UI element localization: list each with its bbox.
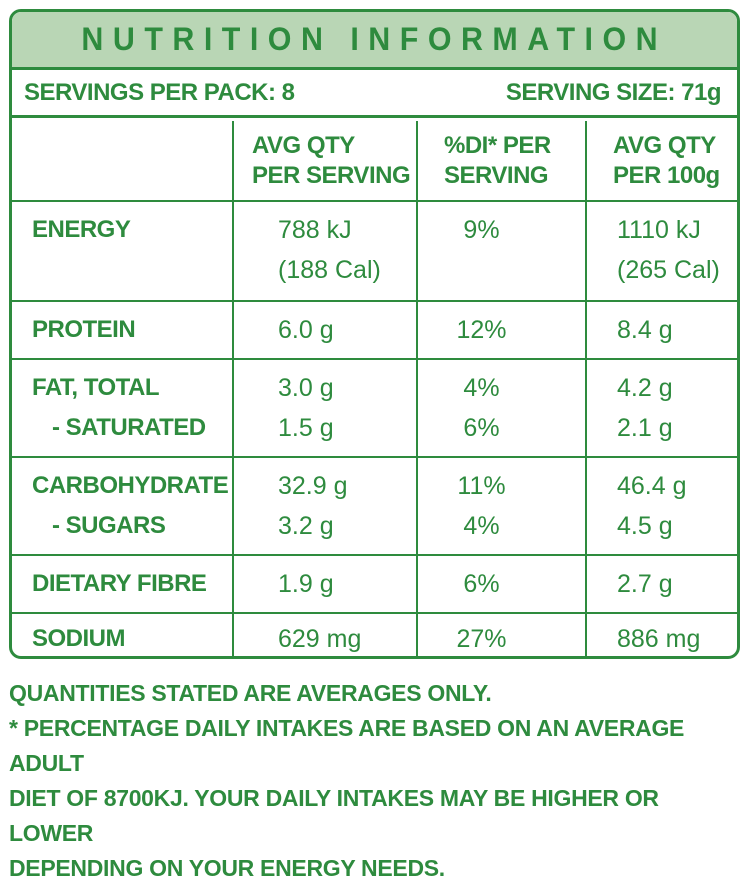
value: 3.0 g xyxy=(278,374,334,402)
per-serving-cell: 788 kJ (188 Cal) xyxy=(232,200,418,302)
per-serving-cell: 629 mg xyxy=(232,612,418,656)
footer-line: DIET OF 8700KJ. YOUR DAILY INTAKES MAY B… xyxy=(9,785,659,846)
value: 4.2 g xyxy=(617,374,673,402)
nutrient-label: FAT, TOTAL xyxy=(32,374,160,401)
nutrient-name: DIETARY FIBRE xyxy=(12,554,234,614)
value: 2.7 g xyxy=(617,570,673,598)
nutrient-label: SODIUM xyxy=(32,624,126,652)
table-row: CARBOHYDRATE - SUGARS 32.9 g 3.2 g 11% 4% 4… xyxy=(12,456,737,556)
value: 27% xyxy=(456,624,507,653)
nutrient-name: ENERGY xyxy=(12,200,234,302)
nutrient-name: FAT, TOTAL - SATURATED xyxy=(12,358,234,458)
per-100g-cell: 2.7 g xyxy=(585,554,737,614)
per-serving-cell: 3.0 g 1.5 g xyxy=(232,358,418,458)
panel-title: NUTRITION INFORMATION xyxy=(81,21,668,57)
nutrient-label: CARBOHYDRATE xyxy=(32,472,229,499)
di-cell: 12% xyxy=(416,300,587,360)
value: 886 mg xyxy=(617,624,701,653)
nutrient-sublabel: - SUGARS xyxy=(52,512,166,539)
per-100g-cell: 1110 kJ (265 Cal) xyxy=(585,200,737,302)
value: 46.4 g xyxy=(617,472,687,500)
nutrient-name: SODIUM xyxy=(12,612,234,656)
di-cell: 4% 6% xyxy=(416,358,587,458)
value: 4% xyxy=(463,374,500,402)
per-100g-cell: 886 mg xyxy=(585,612,737,656)
header-text: AVG QTY xyxy=(252,131,355,159)
value: (188 Cal) xyxy=(278,256,381,284)
value: 4% xyxy=(463,512,500,540)
value: 1110 kJ xyxy=(617,216,701,244)
per-100g-cell: 4.2 g 2.1 g xyxy=(585,358,737,458)
value: 11% xyxy=(457,472,506,500)
footer-line: DEPENDING ON YOUR ENERGY NEEDS. xyxy=(9,855,445,881)
header-row: AVG QTY PER SERVING %DI* PER SERVING AVG Q… xyxy=(12,121,737,202)
per-100g-cell: 8.4 g xyxy=(585,300,737,360)
footer-notes: QUANTITIES STATED ARE AVERAGES ONLY. * P… xyxy=(9,676,744,886)
value: 2.1 g xyxy=(617,414,673,442)
di-cell: 27% xyxy=(416,612,587,656)
value: 6% xyxy=(463,570,500,598)
table-row: ENERGY 788 kJ (188 Cal) 9% 1110 kJ (265 Ca… xyxy=(12,200,737,302)
header-empty xyxy=(12,121,234,202)
header-text: %DI* PER xyxy=(444,131,551,159)
table-row: DIETARY FIBRE 1.9 g 6% 2.7 g xyxy=(12,554,737,614)
value: 1.9 g xyxy=(278,570,334,598)
nutrient-label: DIETARY FIBRE xyxy=(32,570,207,597)
table-row: SODIUM 629 mg 27% 886 mg xyxy=(12,612,737,656)
value: 629 mg xyxy=(278,624,362,653)
header-avg-per-serving: AVG QTY PER SERVING xyxy=(232,121,418,202)
header-text: AVG QTY xyxy=(613,131,716,159)
header-text: PER 100g xyxy=(613,161,720,189)
title-bar: NUTRITION INFORMATION xyxy=(12,12,737,70)
table-row: PROTEIN 6.0 g 12% 8.4 g xyxy=(12,300,737,360)
value: 9% xyxy=(463,216,500,244)
per-serving-cell: 32.9 g 3.2 g xyxy=(232,456,418,556)
per-serving-cell: 6.0 g xyxy=(232,300,418,360)
per-100g-cell: 46.4 g 4.5 g xyxy=(585,456,737,556)
value: 788 kJ xyxy=(278,216,352,244)
nutrition-panel: NUTRITION INFORMATION SERVINGS PER PACK:… xyxy=(9,9,740,659)
per-serving-cell: 1.9 g xyxy=(232,554,418,614)
value: 1.5 g xyxy=(278,414,334,442)
header-text: SERVING xyxy=(444,161,549,189)
value: 6% xyxy=(463,414,500,442)
di-cell: 6% xyxy=(416,554,587,614)
di-cell: 11% 4% xyxy=(416,456,587,556)
table-row: FAT, TOTAL - SATURATED 3.0 g 1.5 g 4% 6% 4.… xyxy=(12,358,737,458)
value: 3.2 g xyxy=(278,512,334,540)
header-text: PER SERVING xyxy=(252,161,411,189)
value: 32.9 g xyxy=(278,472,348,500)
value: 4.5 g xyxy=(617,512,673,540)
header-avg-per-100g: AVG QTY PER 100g xyxy=(585,121,737,202)
serving-size: SERVING SIZE: 71g xyxy=(505,78,722,106)
servings-row: SERVINGS PER PACK: 8 SERVING SIZE: 71g xyxy=(12,70,737,118)
header-di-per-serving: %DI* PER SERVING xyxy=(416,121,587,202)
value: 12% xyxy=(456,316,507,344)
nutrient-label: ENERGY xyxy=(32,216,131,243)
servings-per-pack: SERVINGS PER PACK: 8 xyxy=(24,78,295,106)
value: 8.4 g xyxy=(617,316,673,344)
nutrient-label: PROTEIN xyxy=(32,316,136,343)
footer-line: QUANTITIES STATED ARE AVERAGES ONLY. xyxy=(9,680,492,706)
footer-line: * PERCENTAGE DAILY INTAKES ARE BASED ON … xyxy=(9,715,685,776)
nutrient-name: PROTEIN xyxy=(12,300,234,360)
di-cell: 9% xyxy=(416,200,587,302)
nutrition-table: AVG QTY PER SERVING %DI* PER SERVING AVG Q… xyxy=(12,121,737,656)
nutrient-sublabel: - SATURATED xyxy=(52,414,206,441)
value: 6.0 g xyxy=(278,316,334,344)
nutrient-name: CARBOHYDRATE - SUGARS xyxy=(12,456,234,556)
value: (265 Cal) xyxy=(617,256,720,284)
